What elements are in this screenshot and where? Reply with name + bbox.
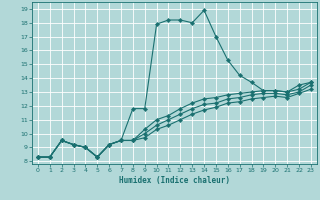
X-axis label: Humidex (Indice chaleur): Humidex (Indice chaleur) (119, 176, 230, 185)
